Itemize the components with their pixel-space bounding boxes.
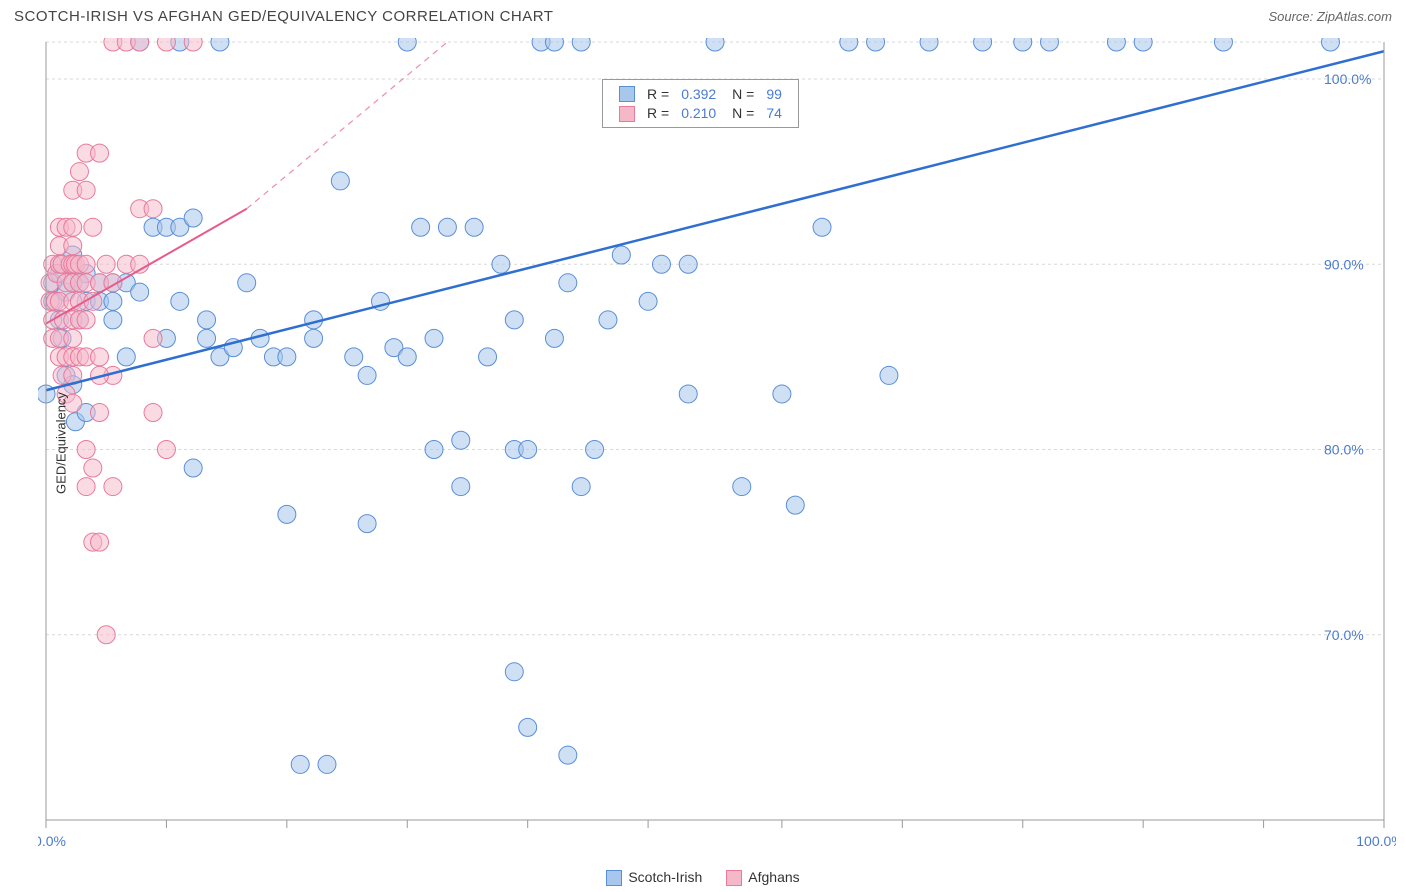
r-label: R = (641, 103, 675, 122)
legend-swatch (726, 870, 742, 886)
scatter-chart: ZIPatlas70.0%80.0%90.0%100.0%0.0%100.0% (38, 38, 1396, 848)
legend-label: Afghans (748, 869, 799, 885)
svg-text:100.0%: 100.0% (1356, 833, 1396, 848)
chart-container: GED/Equivalency ZIPatlas70.0%80.0%90.0%1… (38, 38, 1396, 848)
legend-item: Afghans (726, 869, 799, 885)
n-label: N = (722, 84, 760, 103)
legend-swatch (606, 870, 622, 886)
r-label: R = (641, 84, 675, 103)
chart-header: SCOTCH-IRISH VS AFGHAN GED/EQUIVALENCY C… (0, 0, 1406, 29)
legend-label: Scotch-Irish (628, 869, 702, 885)
y-tick-label: 70.0% (1324, 627, 1364, 643)
y-tick-label: 80.0% (1324, 442, 1364, 458)
legend-swatch (619, 106, 635, 122)
r-value: 0.210 (675, 103, 722, 122)
chart-title: SCOTCH-IRISH VS AFGHAN GED/EQUIVALENCY C… (14, 8, 553, 25)
y-tick-label: 100.0% (1324, 71, 1371, 87)
legend-swatch (619, 86, 635, 102)
source-prefix: Source: (1268, 9, 1316, 24)
series-legend: Scotch-Irish Afghans (0, 869, 1406, 886)
chart-source: Source: ZipAtlas.com (1268, 9, 1392, 24)
correlation-legend: R =0.392 N =99R =0.210 N =74 (602, 79, 799, 128)
svg-text:0.0%: 0.0% (38, 833, 66, 848)
y-axis-label: GED/Equivalency (53, 392, 68, 494)
legend-item: Scotch-Irish (606, 869, 702, 885)
legend-row: R =0.392 N =99 (613, 84, 788, 103)
y-tick-label: 90.0% (1324, 256, 1364, 272)
series-0 (38, 38, 1339, 773)
legend-row: R =0.210 N =74 (613, 103, 788, 122)
r-value: 0.392 (675, 84, 722, 103)
source-link[interactable]: ZipAtlas.com (1317, 9, 1392, 24)
n-value: 99 (760, 84, 788, 103)
n-label: N = (722, 103, 760, 122)
n-value: 74 (760, 103, 788, 122)
series-1 (41, 38, 202, 644)
